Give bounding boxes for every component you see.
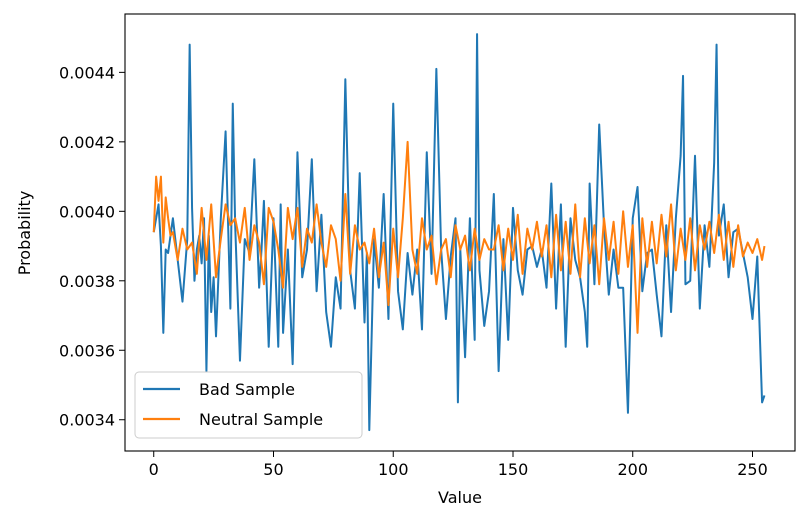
y-tick-label: 0.0038 xyxy=(59,272,115,291)
legend: Bad Sample Neutral Sample xyxy=(134,371,363,439)
y-tick-label: 0.0042 xyxy=(59,133,115,152)
y-tick-label: 0.0040 xyxy=(59,202,115,221)
ticks: 0 50 100 150 200 250 0.0034 0.0036 0.0038 0.0040 0… xyxy=(59,63,768,479)
series-line-bad-sample xyxy=(152,33,766,432)
x-tick-label: 200 xyxy=(617,460,648,479)
y-tick-label: 0.0044 xyxy=(59,63,115,82)
y-tick-label: 0.0034 xyxy=(59,411,115,430)
legend-label-bad-sample: Bad Sample xyxy=(199,380,295,399)
y-tick-label: 0.0036 xyxy=(59,341,115,360)
x-tick-label: 100 xyxy=(378,460,409,479)
x-tick-label: 0 xyxy=(149,460,159,479)
plot-frame xyxy=(124,13,796,452)
series-lines xyxy=(152,33,766,432)
x-tick-label: 250 xyxy=(737,460,768,479)
x-tick-label: 50 xyxy=(263,460,283,479)
legend-label-neutral-sample: Neutral Sample xyxy=(199,410,323,429)
legend-box xyxy=(134,371,363,439)
x-axis-label: Value xyxy=(438,488,482,507)
x-tick-label: 150 xyxy=(498,460,529,479)
y-axis-label: Probability xyxy=(15,191,34,276)
series-line-neutral-sample xyxy=(152,140,766,334)
axes xyxy=(124,13,796,452)
